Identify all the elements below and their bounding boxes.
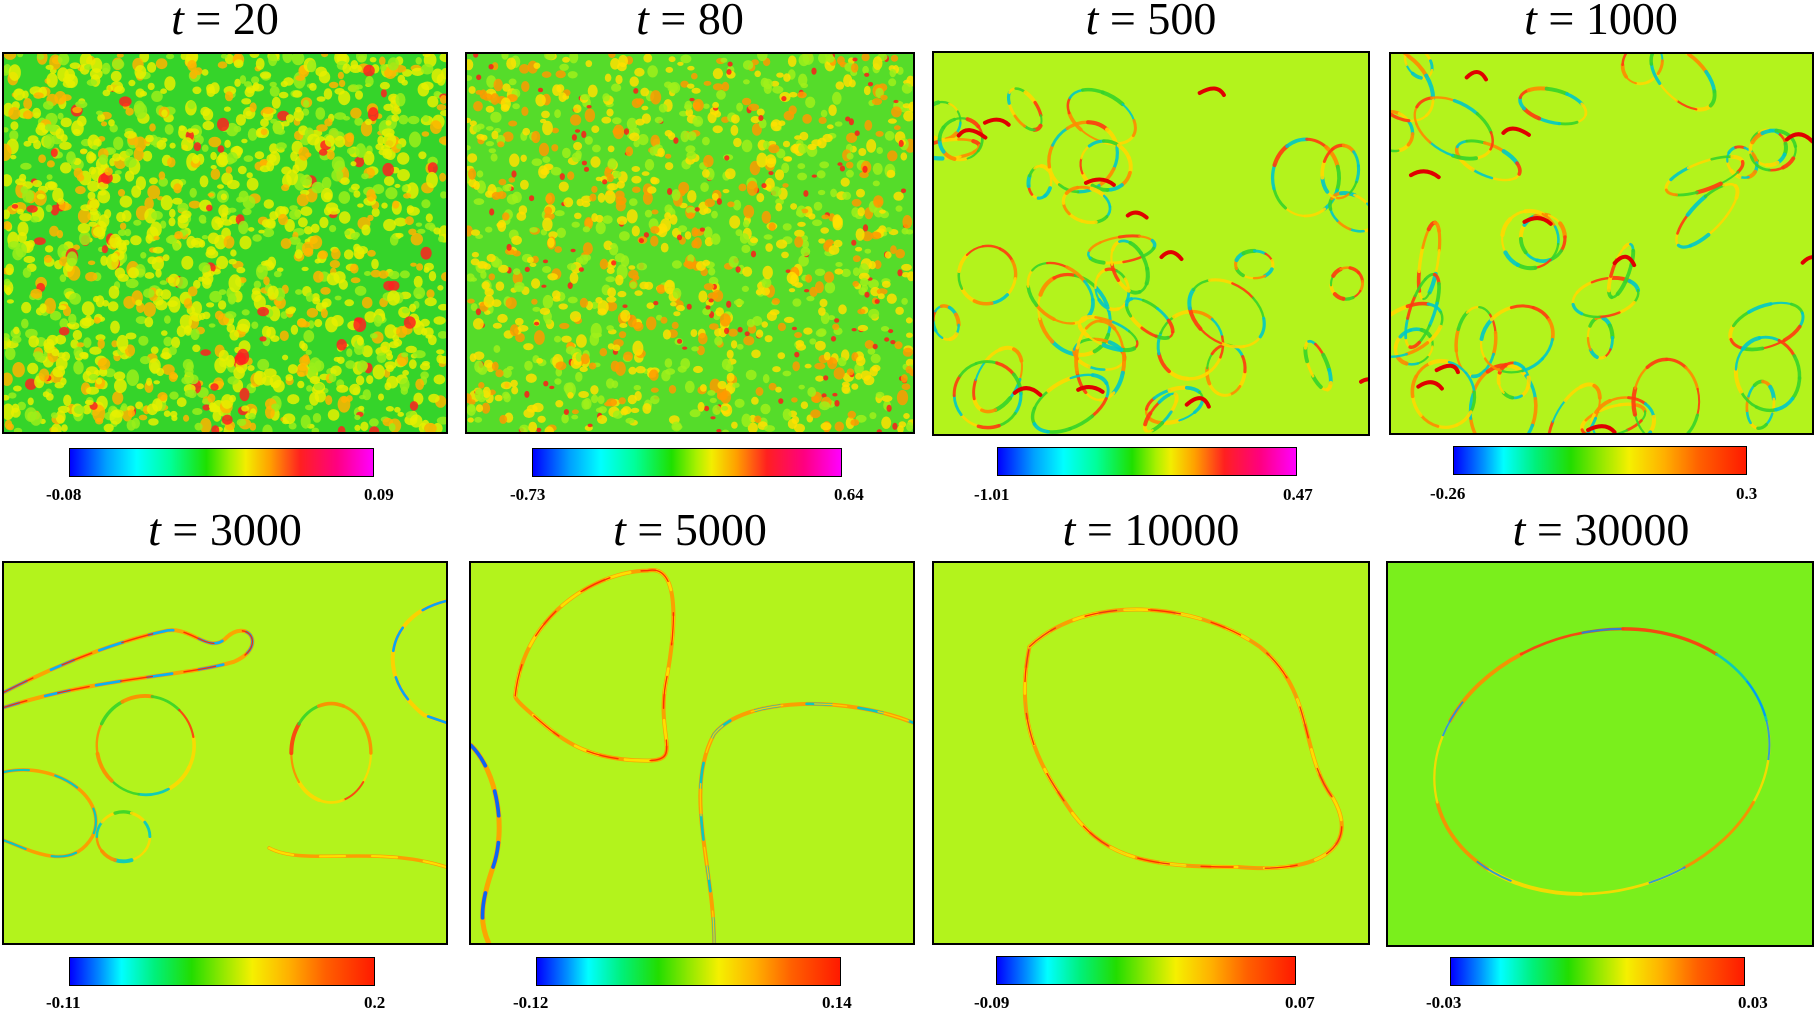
panel-t-20: t = 20 -0.08 0.09 bbox=[0, 0, 450, 505]
field-image bbox=[932, 51, 1370, 436]
colorbar-max-label: 0.47 bbox=[1283, 485, 1313, 504]
colorbar-min-label: -0.03 bbox=[1426, 993, 1462, 1012]
panel-t-500: t = 500 -1.01 0.47 bbox=[930, 0, 1372, 505]
field-image bbox=[2, 52, 448, 434]
panel-t-80: t = 80 -0.73 0.64 bbox=[462, 0, 918, 505]
colorbar-min-label: -0.26 bbox=[1430, 484, 1466, 503]
field-image bbox=[1389, 52, 1814, 435]
panel-title: t = 1000 bbox=[1524, 0, 1678, 44]
panel-t-30000: t = 30000 -0.03 0.03 bbox=[1386, 504, 1816, 1012]
panel-title: t = 20 bbox=[171, 0, 279, 44]
colorbar-min-label: -0.11 bbox=[46, 993, 81, 1012]
colorbar-max-label: 0.09 bbox=[364, 485, 394, 504]
colorbar-min-label: -0.09 bbox=[974, 993, 1010, 1012]
panel-title: t = 5000 bbox=[613, 504, 767, 555]
field-image bbox=[932, 561, 1370, 945]
colorbar-max-label: 0.03 bbox=[1738, 993, 1768, 1012]
colorbar bbox=[1450, 957, 1745, 986]
panel-t-10000: t = 10000 -0.09 0.07 bbox=[930, 504, 1372, 1012]
field-image bbox=[469, 561, 915, 945]
panel-title: t = 30000 bbox=[1512, 504, 1690, 555]
colorbar-min-label: -0.73 bbox=[510, 485, 546, 504]
colorbar bbox=[69, 448, 374, 477]
colorbar-max-label: 0.3 bbox=[1736, 484, 1758, 503]
panel-title: t = 3000 bbox=[148, 504, 302, 555]
field-image bbox=[465, 52, 915, 434]
colorbar bbox=[997, 447, 1297, 476]
field-image bbox=[2, 561, 448, 945]
panel-title: t = 500 bbox=[1085, 0, 1217, 44]
colorbar bbox=[996, 956, 1296, 985]
panel-title: t = 10000 bbox=[1062, 504, 1240, 555]
colorbar bbox=[1453, 446, 1747, 475]
colorbar-max-label: 0.64 bbox=[834, 485, 864, 504]
colorbar bbox=[532, 448, 842, 477]
colorbar-min-label: -0.12 bbox=[513, 993, 549, 1012]
panel-title: t = 80 bbox=[636, 0, 744, 44]
colorbar-max-label: 0.2 bbox=[364, 993, 386, 1012]
field-image bbox=[1386, 561, 1814, 947]
colorbar-max-label: 0.07 bbox=[1285, 993, 1315, 1012]
colorbar-min-label: -1.01 bbox=[974, 485, 1010, 504]
colorbar-max-label: 0.14 bbox=[822, 993, 852, 1012]
colorbar bbox=[69, 957, 375, 986]
panel-t-1000: t = 1000 -0.26 0.3 bbox=[1386, 0, 1816, 505]
colorbar-min-label: -0.08 bbox=[46, 485, 82, 504]
panel-t-5000: t = 5000 -0.12 0.14 bbox=[462, 504, 918, 1012]
panel-t-3000: t = 3000 -0.11 0.2 bbox=[0, 504, 450, 1012]
colorbar bbox=[536, 957, 841, 986]
